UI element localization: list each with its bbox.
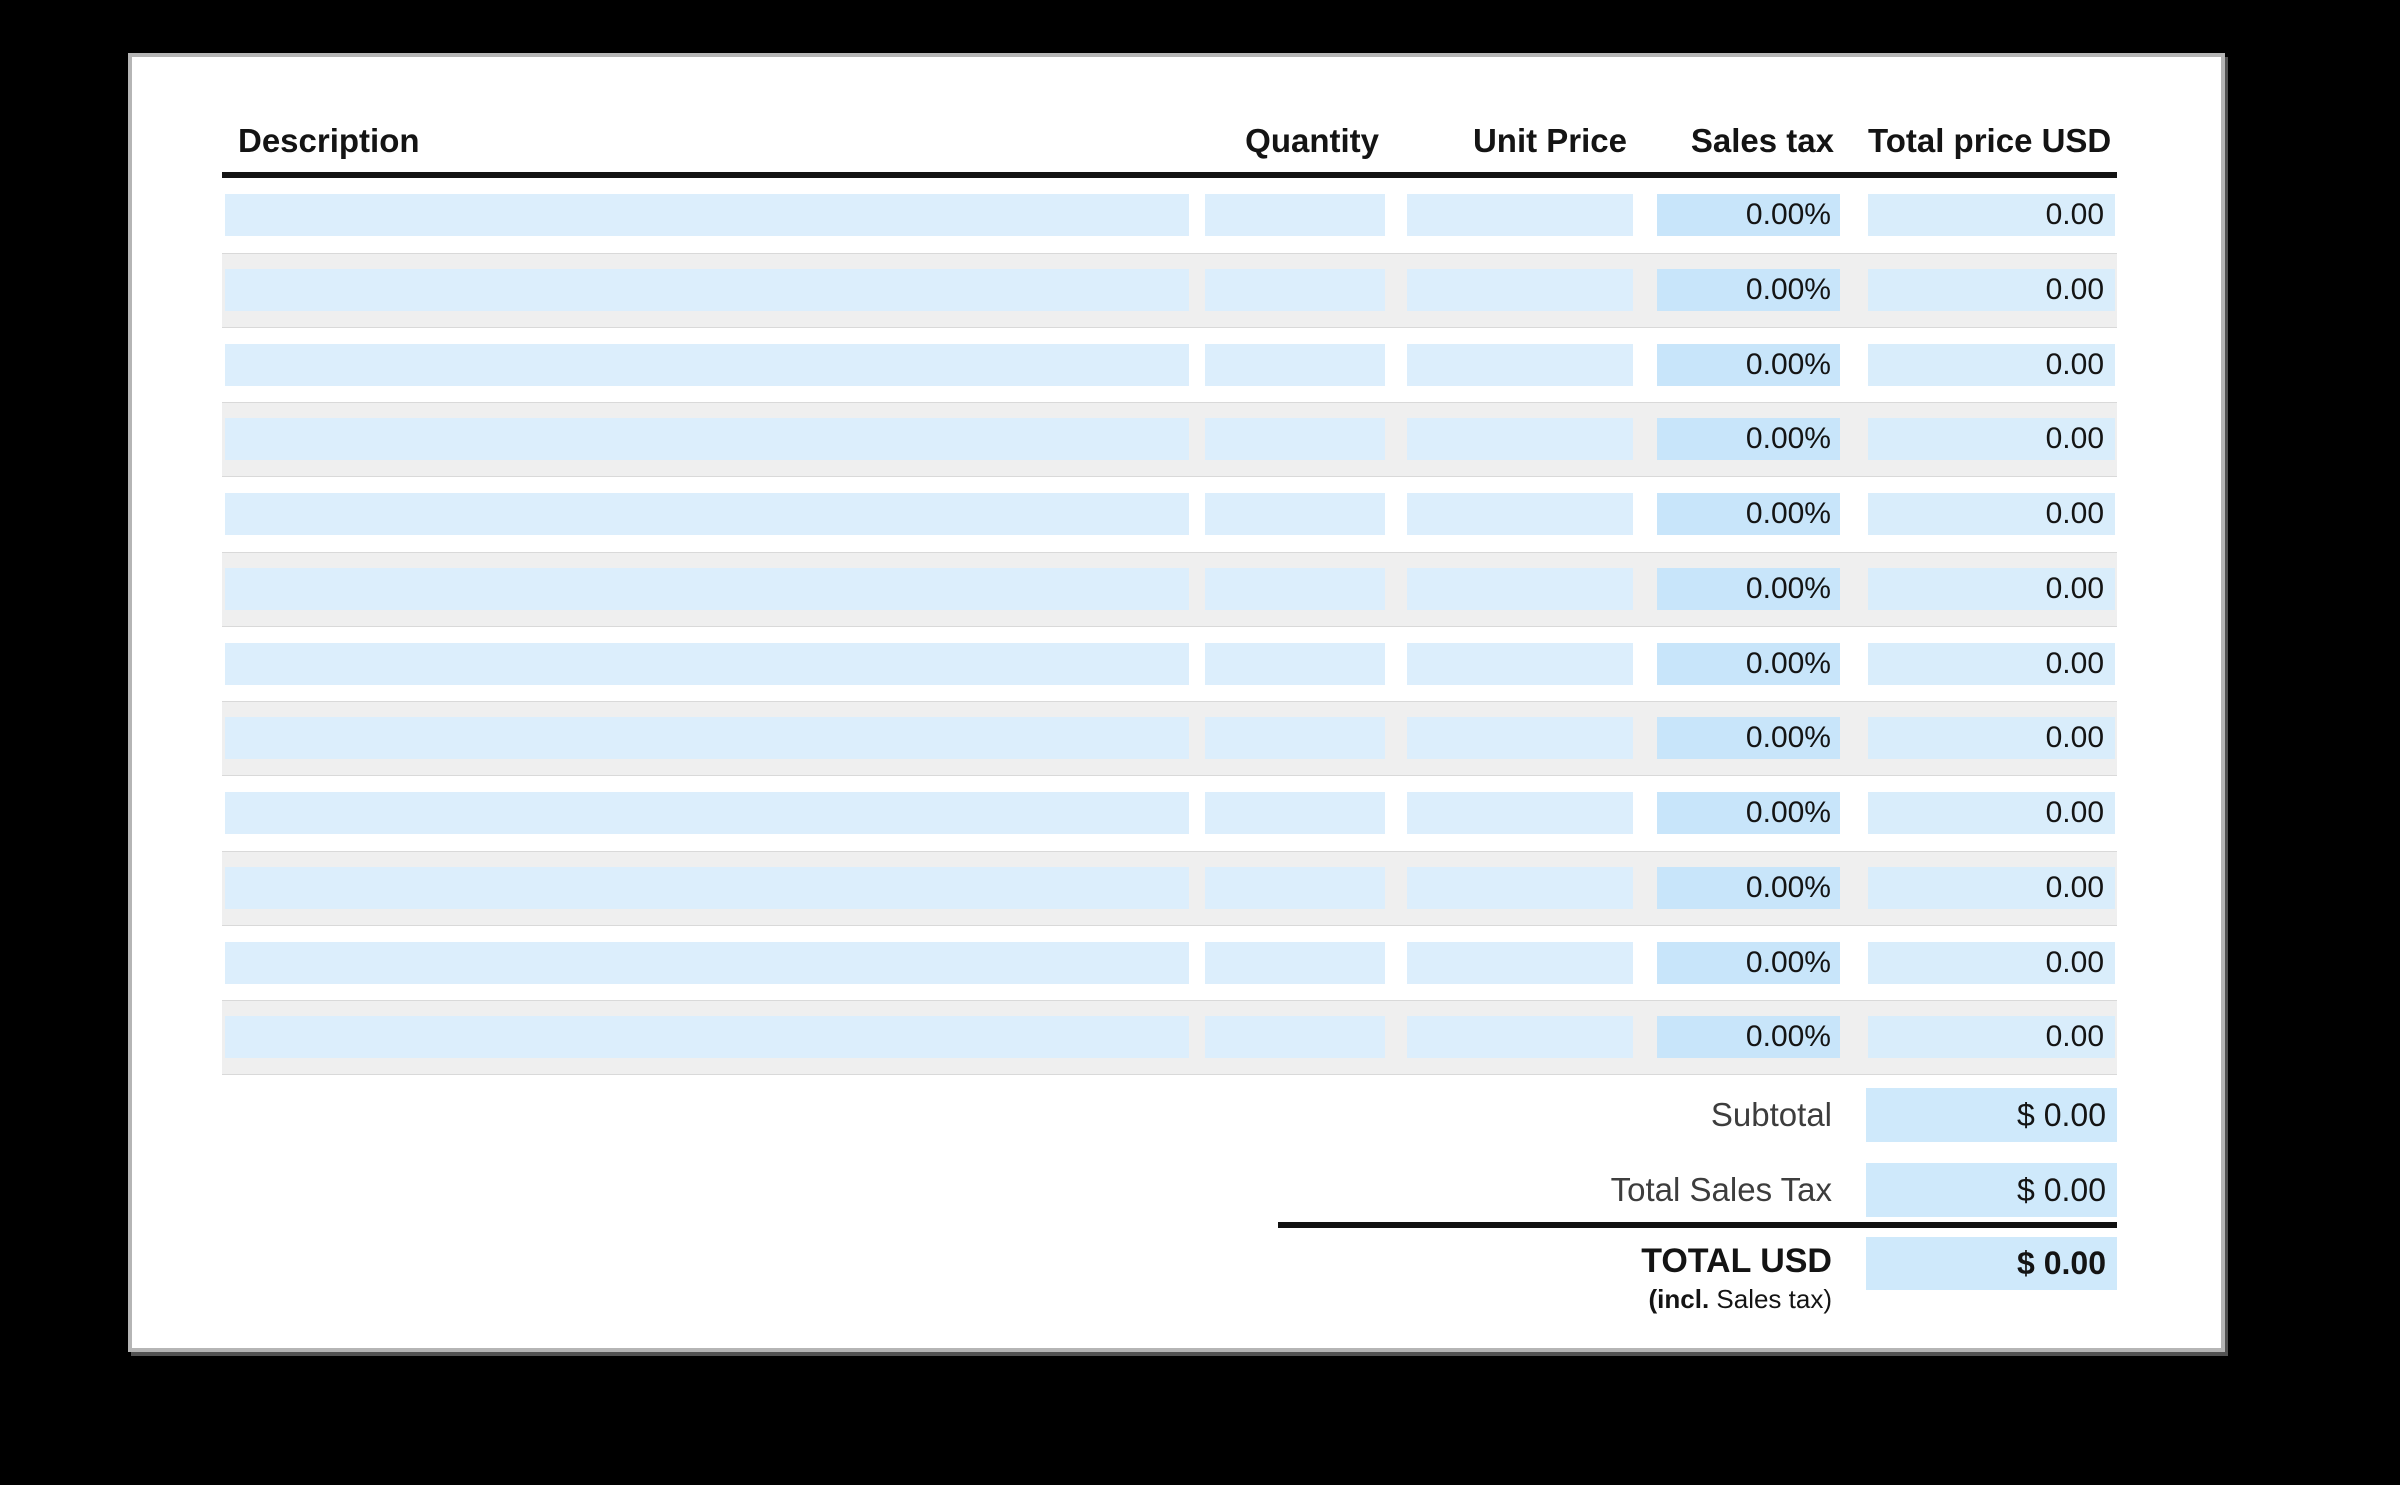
line-item-row: 0.00% 0.00 [222, 328, 2117, 403]
line-item-row: 0.00% 0.00 [222, 701, 2117, 776]
description-input[interactable] [225, 941, 1189, 984]
line-total-input[interactable]: 0.00 [1868, 941, 2115, 984]
description-input[interactable] [225, 268, 1189, 311]
line-item-row: 0.00% 0.00 [222, 477, 2117, 552]
line-items-table: 0.00% 0.00 0.00% 0.00 0.00% 0.00 0.00% 0… [222, 178, 2117, 1075]
quantity-input[interactable] [1205, 866, 1385, 909]
column-header-total-price-usd: Total price USD [1868, 122, 2112, 159]
quantity-input[interactable] [1205, 567, 1385, 610]
description-input[interactable] [225, 717, 1189, 760]
description-input[interactable] [225, 343, 1189, 386]
unit-price-input[interactable] [1407, 343, 1633, 386]
sales-tax-input[interactable]: 0.00% [1657, 866, 1840, 909]
sales-tax-input[interactable]: 0.00% [1657, 717, 1840, 760]
total-usd-label: TOTAL USD [1641, 1242, 1832, 1280]
subtotal-value-field[interactable]: $ 0.00 [1866, 1088, 2117, 1142]
line-item-row: 0.00% 0.00 [222, 850, 2117, 926]
quantity-input[interactable] [1205, 268, 1385, 311]
line-total-input[interactable]: 0.00 [1868, 866, 2115, 909]
total-usd-value-field[interactable]: $ 0.00 [1866, 1237, 2117, 1290]
column-header-description: Description [238, 122, 420, 159]
column-header-sales-tax: Sales tax [1690, 122, 1834, 159]
line-total-input[interactable]: 0.00 [1868, 343, 2115, 386]
quantity-input[interactable] [1205, 194, 1385, 236]
line-total-input[interactable]: 0.00 [1868, 717, 2115, 760]
line-item-row: 0.00% 0.00 [222, 252, 2117, 328]
subtotal-label: Subtotal [1710, 1096, 1832, 1133]
unit-price-input[interactable] [1407, 792, 1633, 834]
line-item-row: 0.00% 0.00 [222, 402, 2117, 477]
total-divider-line [1278, 1222, 2117, 1228]
quantity-input[interactable] [1205, 343, 1385, 386]
line-item-row: 0.00% 0.00 [222, 551, 2117, 627]
unit-price-input[interactable] [1407, 941, 1633, 984]
invoice-page: Description Quantity Unit Price Sales ta… [128, 53, 2225, 1352]
quantity-input[interactable] [1205, 418, 1385, 461]
line-total-input[interactable]: 0.00 [1868, 194, 2115, 236]
line-total-input[interactable]: 0.00 [1868, 418, 2115, 461]
unit-price-input[interactable] [1407, 194, 1633, 236]
line-total-input[interactable]: 0.00 [1868, 493, 2115, 535]
unit-price-input[interactable] [1407, 1016, 1633, 1059]
line-item-row: 0.00% 0.00 [222, 627, 2117, 702]
unit-price-input[interactable] [1407, 642, 1633, 685]
description-input[interactable] [225, 866, 1189, 909]
sales-tax-input[interactable]: 0.00% [1657, 941, 1840, 984]
description-input[interactable] [225, 567, 1189, 610]
line-total-input[interactable]: 0.00 [1868, 1016, 2115, 1059]
total-sales-tax-label: Total Sales Tax [1610, 1171, 1832, 1208]
line-total-input[interactable]: 0.00 [1868, 268, 2115, 311]
sales-tax-input[interactable]: 0.00% [1657, 493, 1840, 535]
sales-tax-input[interactable]: 0.00% [1657, 642, 1840, 685]
unit-price-input[interactable] [1407, 866, 1633, 909]
line-item-row: 0.00% 0.00 [222, 1000, 2117, 1075]
unit-price-input[interactable] [1407, 567, 1633, 610]
sales-tax-input[interactable]: 0.00% [1657, 194, 1840, 236]
description-input[interactable] [225, 1016, 1189, 1059]
unit-price-input[interactable] [1407, 418, 1633, 461]
description-input[interactable] [225, 642, 1189, 685]
unit-price-input[interactable] [1407, 717, 1633, 760]
line-item-row: 0.00% 0.00 [222, 926, 2117, 1001]
description-input[interactable] [225, 418, 1189, 461]
unit-price-input[interactable] [1407, 268, 1633, 311]
sales-tax-input[interactable]: 0.00% [1657, 343, 1840, 386]
description-input[interactable] [225, 194, 1189, 236]
sales-tax-input[interactable]: 0.00% [1657, 418, 1840, 461]
line-item-row: 0.00% 0.00 [222, 178, 2117, 253]
column-header-unit-price: Unit Price [1472, 122, 1627, 159]
description-input[interactable] [225, 493, 1189, 535]
sales-tax-input[interactable]: 0.00% [1657, 268, 1840, 311]
sales-tax-input[interactable]: 0.00% [1657, 792, 1840, 834]
header-divider-line [222, 172, 2117, 178]
quantity-input[interactable] [1205, 1016, 1385, 1059]
line-total-input[interactable]: 0.00 [1868, 792, 2115, 834]
quantity-input[interactable] [1205, 792, 1385, 834]
quantity-input[interactable] [1205, 642, 1385, 685]
line-total-input[interactable]: 0.00 [1868, 642, 2115, 685]
line-item-row: 0.00% 0.00 [222, 776, 2117, 851]
total-sales-tax-value-field[interactable]: $ 0.00 [1866, 1163, 2117, 1217]
quantity-input[interactable] [1205, 493, 1385, 535]
total-usd-note-rest: Sales tax) [1709, 1284, 1832, 1314]
sales-tax-input[interactable]: 0.00% [1657, 567, 1840, 610]
column-header-quantity: Quantity [1245, 122, 1379, 159]
sales-tax-input[interactable]: 0.00% [1657, 1016, 1840, 1059]
line-total-input[interactable]: 0.00 [1868, 567, 2115, 610]
description-input[interactable] [225, 792, 1189, 834]
total-usd-note: (incl. Sales tax) [1332, 1284, 1833, 1314]
total-usd-note-bold: (incl. [1648, 1284, 1710, 1314]
quantity-input[interactable] [1205, 941, 1385, 984]
quantity-input[interactable] [1205, 717, 1385, 760]
unit-price-input[interactable] [1407, 493, 1633, 535]
